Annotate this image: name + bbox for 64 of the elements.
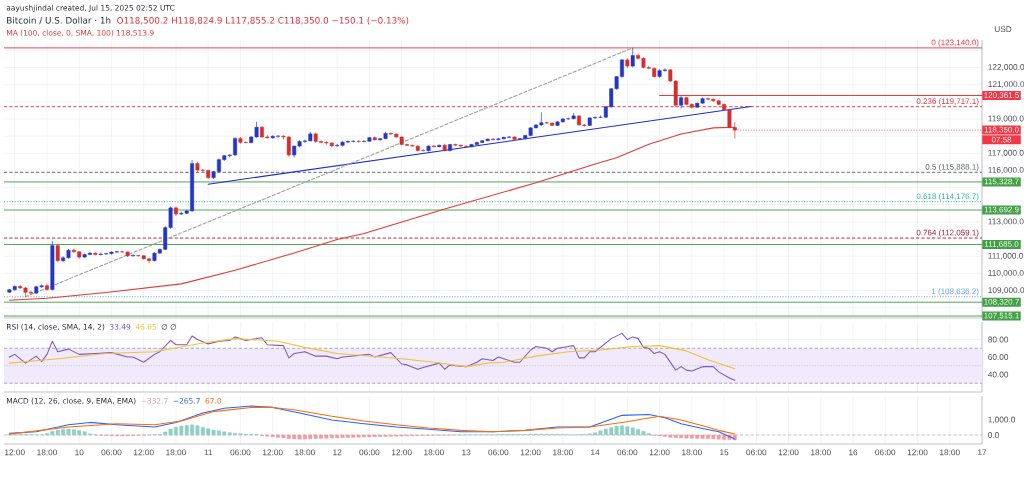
- candlestick: [55, 243, 60, 263]
- ref-line-label: 0.5 (115,888.1): [925, 163, 979, 172]
- x-tick-label: 13: [462, 449, 471, 456]
- x-tick-label: 12:00: [907, 449, 928, 456]
- y-tick-label: 1,000.0: [988, 416, 1016, 424]
- x-tick-label: 12:00: [520, 449, 541, 456]
- x-tick-label: 06:00: [617, 449, 638, 456]
- y-tick-label: 0.0: [988, 432, 999, 438]
- ref-line-label: 0.236 (119,717.1): [916, 98, 979, 106]
- annotation: 115,328.7: [984, 178, 1019, 186]
- ref-line-label: 0.618 (114,176.7): [916, 193, 979, 201]
- y-tick-label: 122,000.0: [988, 64, 1024, 71]
- y-tick-label: 111,000.0: [988, 252, 1023, 260]
- y-tick-label: 80.00: [988, 336, 1009, 343]
- chart-title: Bitcoin / U.S. Dollar · 1h: [7, 16, 111, 25]
- x-tick-label: 06:00: [230, 449, 251, 456]
- x-tick-label: 18:00: [295, 449, 315, 456]
- x-tick-label: 18:00: [424, 449, 444, 456]
- y-tick-label: 121,000.0: [988, 81, 1024, 89]
- x-tick-label: 12: [333, 449, 342, 456]
- annotation: 113,692.9: [984, 206, 1019, 214]
- chart-subtitle: O118,500.2 H118,824.9 L117,855.2 C118,350.0 −150.1 (−0.13%): [117, 16, 409, 25]
- x-tick-label: 18:00: [37, 449, 58, 456]
- text: 07:58: [991, 136, 1012, 143]
- x-tick-label: 18:00: [682, 449, 702, 456]
- y-axis-title: USD: [994, 26, 1012, 33]
- ref-line-label: 0 (123,140.0): [931, 39, 979, 47]
- y-tick-label: 117,000.0: [988, 149, 1024, 157]
- x-tick-label: 12:00: [778, 449, 799, 456]
- x-tick-label: 18:00: [940, 449, 960, 456]
- x-tick-label: 12:00: [649, 449, 670, 456]
- y-tick-label: 60.00: [988, 354, 1009, 360]
- y-tick-label: 109,000.0: [988, 287, 1024, 294]
- x-tick-label: 11: [204, 449, 213, 456]
- x-tick-label: 10: [75, 449, 84, 456]
- annotation: 107,515.1: [984, 312, 1019, 320]
- x-tick-label: 14: [591, 449, 600, 456]
- x-tick-label: 15: [720, 449, 729, 456]
- x-tick-label: 12:00: [5, 449, 25, 456]
- x-tick-label: 18:00: [166, 449, 186, 456]
- candlestick: [356, 139, 361, 143]
- ref-line-label: 1 (108,636.2): [931, 288, 979, 296]
- x-tick-label: 06:00: [101, 449, 122, 456]
- x-tick-label: 18:00: [553, 449, 573, 456]
- annotation: 111,685.0: [984, 241, 1019, 248]
- x-tick-label: 16: [849, 449, 858, 456]
- x-tick-label: 12:00: [262, 449, 283, 456]
- annotation: 120,361.5: [984, 92, 1019, 99]
- ref-line-label: 0.764 (112,059.1): [916, 229, 979, 237]
- y-tick-label: 40.00: [987, 371, 1009, 378]
- x-tick-label: 06:00: [488, 449, 509, 456]
- x-tick-label: 06:00: [875, 449, 896, 456]
- x-tick-label: 06:00: [359, 449, 380, 456]
- x-tick-label: 06:00: [746, 449, 767, 456]
- annotation: 108,320.7: [984, 298, 1019, 306]
- y-tick-label: 113,000.0: [988, 218, 1024, 226]
- x-tick-label: 12:00: [391, 449, 412, 456]
- y-tick-label: 119,000.0: [988, 115, 1024, 123]
- annotation: 118,350.0: [984, 126, 1019, 134]
- x-tick-label: 18:00: [811, 449, 831, 456]
- x-tick-label: 12:00: [134, 449, 154, 456]
- x-tick-label: 17: [978, 449, 987, 456]
- y-tick-label: 116,000.0: [988, 167, 1024, 174]
- y-tick-label: 110,000.0: [988, 269, 1024, 277]
